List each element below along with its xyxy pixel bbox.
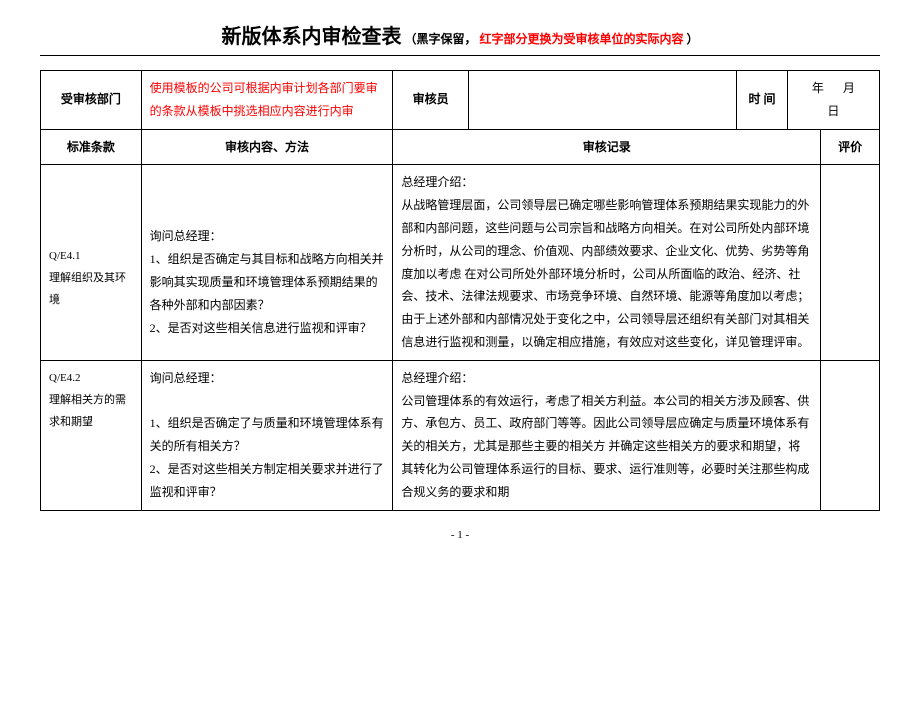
col-record: 审核记录 [393, 129, 821, 165]
content-cell-0: 询问总经理： 1、组织是否确定与其目标和战略方向相关并影响其实现质量和环境管理体… [141, 165, 393, 360]
table-row: Q/E4.2 理解相关方的需求和期望 询问总经理： 1、组织是否确定了与质量和环… [41, 360, 880, 510]
eval-cell-1 [821, 360, 880, 510]
eval-cell-0 [821, 165, 880, 360]
record-cell-0: 总经理介绍： 从战略管理层面，公司领导层已确定哪些影响管理体系预期结果实现能力的… [393, 165, 821, 360]
template-note: 使用模板的公司可根据内审计划各部门要审的条款从模板中挑选相应内容进行内审 [141, 71, 393, 130]
col-eval: 评价 [821, 129, 880, 165]
info-row: 受审核部门 使用模板的公司可根据内审计划各部门要审的条款从模板中挑选相应内容进行… [41, 71, 880, 130]
col-content: 审核内容、方法 [141, 129, 393, 165]
page-title: 新版体系内审检查表 （黑字保留， 红字部分更换为受审核单位的实际内容 ） [40, 20, 880, 49]
clause-cell-0: Q/E4.1 理解组织及其环境 [41, 165, 142, 360]
title-paren-black: （黑字保留， [404, 32, 476, 46]
title-paren-close: ） [687, 32, 699, 46]
table-row: Q/E4.1 理解组织及其环境 询问总经理： 1、组织是否确定与其目标和战略方向… [41, 165, 880, 360]
col-clause: 标准条款 [41, 129, 142, 165]
record-cell-1: 总经理介绍： 公司管理体系的有效运行，考虑了相关方利益。本公司的相关方涉及顾客、… [393, 360, 821, 510]
clause-name: 理解相关方的需求和期望 [49, 389, 133, 433]
header-row: 标准条款 审核内容、方法 审核记录 评价 [41, 129, 880, 165]
audited-dept-label: 受审核部门 [41, 71, 142, 130]
clause-cell-1: Q/E4.2 理解相关方的需求和期望 [41, 360, 142, 510]
date-cell: 年 月 日 [787, 71, 879, 130]
top-rule [40, 55, 880, 56]
clause-code: Q/E4.2 [49, 367, 133, 389]
title-paren-red: 红字部分更换为受审核单位的实际内容 [479, 32, 683, 46]
content-cell-1: 询问总经理： 1、组织是否确定了与质量和环境管理体系有关的所有相关方？ 2、是否… [141, 360, 393, 510]
time-label: 时 间 [737, 71, 787, 130]
clause-code: Q/E4.1 [49, 245, 133, 267]
title-main: 新版体系内审检查表 [221, 26, 401, 48]
auditor-label: 审核员 [393, 71, 469, 130]
clause-name: 理解组织及其环境 [49, 267, 133, 311]
date-month: 月 [843, 77, 855, 100]
audit-table: 受审核部门 使用模板的公司可根据内审计划各部门要审的条款从模板中挑选相应内容进行… [40, 70, 880, 511]
date-year: 年 [812, 77, 824, 100]
page-number: - 1 - [40, 529, 880, 541]
auditor-value [468, 71, 736, 130]
date-day: 日 [827, 100, 839, 123]
